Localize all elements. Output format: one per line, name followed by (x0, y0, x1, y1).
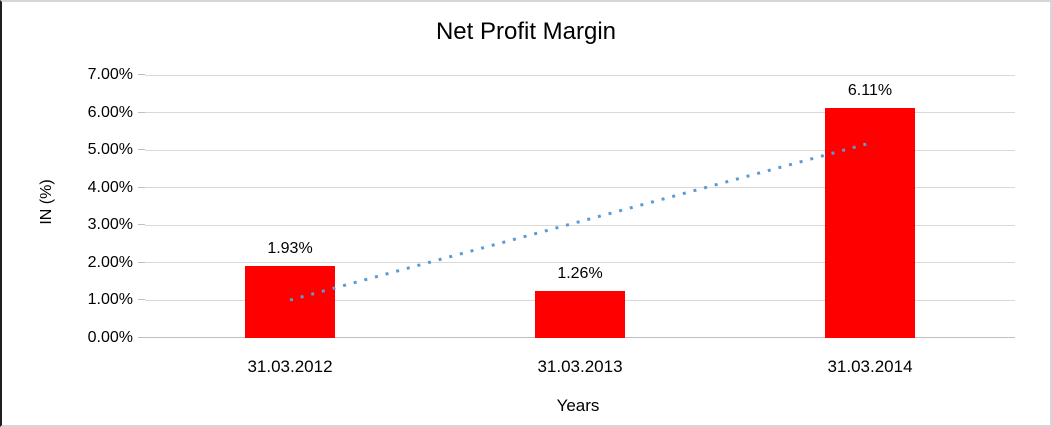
y-tick-label: 3.00% (87, 216, 133, 234)
plot-area: 1.93% 1.26% 6.11% (138, 74, 1015, 338)
x-axis-tick-labels: 31.03.2012 31.03.2013 31.03.2014 (145, 357, 1015, 377)
y-axis-tick (138, 299, 145, 301)
y-axis-tick (138, 337, 145, 338)
y-tick-label: 1.00% (87, 291, 133, 309)
y-tick-label: 4.00% (87, 178, 133, 196)
y-tick-label: 7.00% (87, 66, 133, 83)
x-tick-label: 31.03.2012 (247, 357, 333, 376)
y-tick-label: 0.00% (87, 329, 133, 346)
data-label: 6.11% (847, 82, 893, 100)
gridline (145, 74, 1015, 76)
y-axis-tick (138, 74, 145, 75)
chart-title: Net Profit Margin (435, 18, 617, 45)
y-axis-tick (138, 186, 145, 188)
y-tick-label: 2.00% (87, 253, 133, 271)
x-tick-label: 31.03.2013 (537, 357, 623, 376)
data-label: 1.26% (557, 264, 603, 282)
y-tick-label: 6.00% (87, 103, 133, 121)
y-axis-tick (138, 111, 145, 113)
y-axis-tick (138, 149, 145, 151)
y-axis-tick (138, 261, 145, 263)
bar-31.03.2014 (825, 108, 915, 338)
y-tick-label: 5.00% (87, 141, 133, 159)
y-axis-tick (138, 224, 145, 226)
bar-31.03.2013 (535, 290, 625, 338)
data-label: 1.93% (267, 239, 313, 257)
x-tick-label: 31.03.2014 (827, 357, 913, 376)
x-axis-title: Years (556, 396, 600, 415)
bar-31.03.2012 (245, 265, 335, 338)
gridline (145, 112, 1015, 114)
y-axis-tick-labels: 0.00% 1.00% 2.00% 3.00% 4.00% 5.00% 6.00% 7.00% (2, 66, 133, 346)
